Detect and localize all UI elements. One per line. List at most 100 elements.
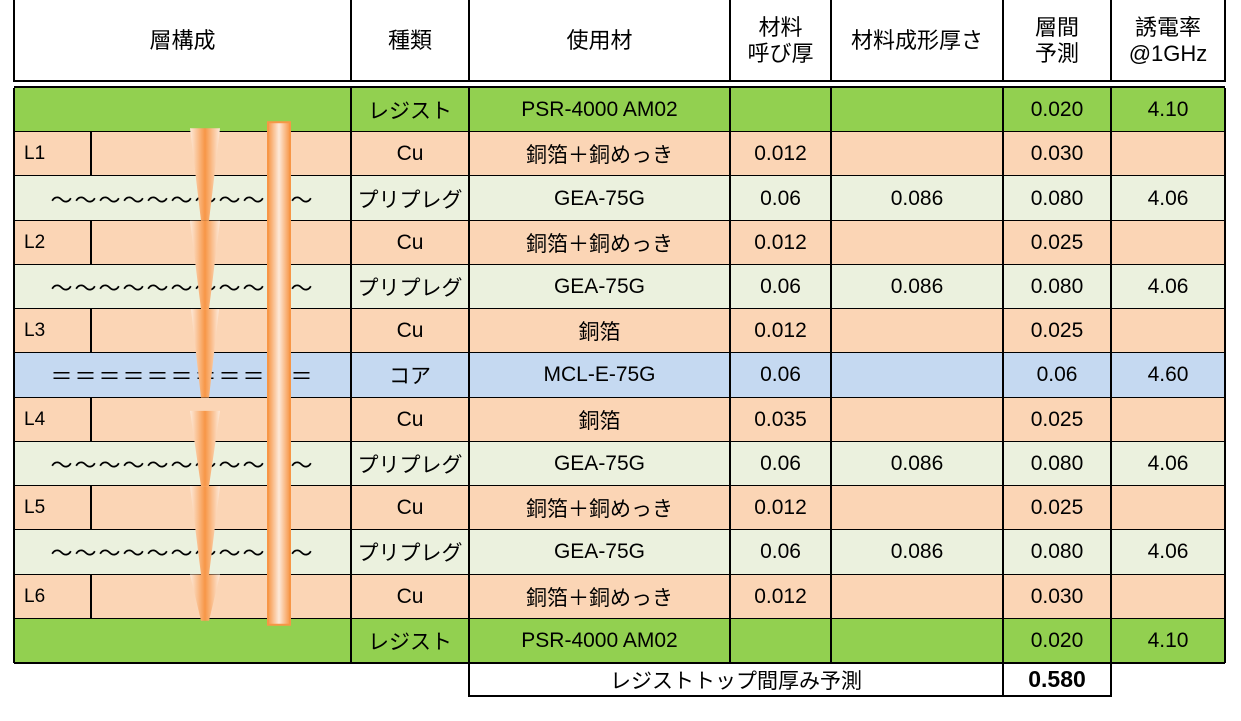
grid-line [1224, 176, 1226, 221]
cell-predict: 0.080 [1003, 176, 1111, 221]
cell-predict: 0.080 [1003, 530, 1111, 575]
grid-line [13, 176, 15, 221]
cell-material: 銅箔 [469, 397, 730, 442]
cell-predict: 0.025 [1003, 220, 1111, 265]
grid-line [350, 618, 352, 663]
cell-material: 銅箔＋銅めっき [469, 486, 730, 531]
cell-material: GEA-75G [469, 441, 730, 487]
cell-layer: L3 [14, 309, 351, 354]
cell-dk [1111, 220, 1225, 265]
cell-dk [1111, 132, 1225, 177]
cell-dk: 4.10 [1111, 618, 1225, 663]
grid-line [1002, 618, 1004, 663]
cell-formed [831, 618, 1003, 663]
cell-predict: 0.025 [1003, 309, 1111, 354]
cell-dk: 4.60 [1111, 353, 1225, 398]
grid-line [1002, 88, 1004, 133]
cell-layer: L4 [14, 397, 351, 442]
grid-line [1110, 397, 1112, 442]
grid-line [350, 220, 352, 265]
microvia-shape [190, 128, 220, 221]
grid-line [1110, 441, 1112, 487]
grid-line [1110, 176, 1112, 221]
grid-line [468, 486, 470, 531]
cell-dk: 4.10 [1111, 88, 1225, 133]
cell-formed: 0.086 [831, 530, 1003, 575]
cell-material: PSR-4000 AM02 [469, 618, 730, 663]
cell-material: GEA-75G [469, 176, 730, 221]
cell-predict: 0.020 [1003, 88, 1111, 133]
grid-line [830, 0, 832, 82]
cell-layer [14, 618, 351, 663]
header-dk-line: 誘電率 [1134, 15, 1201, 40]
grid-line [350, 309, 352, 354]
grid-line [468, 88, 470, 133]
grid-line [1224, 88, 1226, 133]
cell-formed [831, 88, 1003, 133]
grid-line [14, 86, 1225, 88]
grid-line [729, 0, 731, 82]
grid-line [1224, 264, 1226, 310]
grid-line [830, 88, 832, 133]
cell-type: プリプレグ [351, 530, 469, 575]
grid-line [1002, 309, 1004, 354]
grid-line [1110, 530, 1112, 575]
header-nominal-line: 材料 [758, 15, 803, 40]
grid-line [350, 0, 352, 82]
microvia-shape [190, 220, 220, 310]
grid-line [468, 441, 470, 487]
cell-type: Cu [351, 397, 469, 442]
cell-formed [831, 132, 1003, 177]
grid-line [468, 309, 470, 354]
grid-line [1224, 309, 1226, 354]
grid-line [469, 695, 1111, 697]
cell-formed [831, 486, 1003, 531]
cell-dk: 4.06 [1111, 176, 1225, 221]
grid-line [830, 574, 832, 619]
grid-line [1224, 353, 1226, 398]
cell-material: 銅箔＋銅めっき [469, 220, 730, 265]
microvia-shape [190, 574, 220, 621]
microvia-shape [190, 410, 220, 487]
grid-line [729, 264, 731, 310]
grid-line [1110, 264, 1112, 310]
grid-line [1224, 530, 1226, 575]
grid-line [1002, 574, 1004, 619]
grid-line [468, 0, 470, 82]
cell-nominal: 0.06 [730, 176, 831, 221]
microvia-shape [191, 309, 219, 398]
cell-layer: L6 [14, 574, 351, 619]
cell-predict: 0.025 [1003, 486, 1111, 531]
grid-line [14, 661, 1225, 664]
grid-line [350, 88, 352, 133]
grid-line [90, 397, 92, 442]
grid-line [13, 530, 15, 575]
cell-type: Cu [351, 309, 469, 354]
cell-predict: 0.020 [1003, 618, 1111, 663]
cell-type: Cu [351, 132, 469, 177]
cell-layer: L1 [14, 132, 351, 177]
grid-line [350, 264, 352, 310]
cell-dk: 4.06 [1111, 441, 1225, 487]
header-layer: 層構成 [149, 28, 216, 53]
cell-material: GEA-75G [469, 264, 730, 310]
grid-line [1110, 486, 1112, 531]
grid-line [13, 220, 15, 265]
cell-formed [831, 309, 1003, 354]
grid-line [1224, 618, 1226, 663]
grid-line [90, 132, 92, 177]
header-nominal-line: 呼び厚 [747, 41, 814, 66]
total-label: レジストトップ間厚み予測 [610, 669, 862, 693]
grid-line [468, 662, 470, 697]
cell-formed [831, 574, 1003, 619]
grid-line [1224, 574, 1226, 619]
grid-line [13, 574, 15, 619]
grid-line [1002, 176, 1004, 221]
cell-formed [831, 220, 1003, 265]
cell-material: 銅箔＋銅めっき [469, 132, 730, 177]
cell-nominal: 0.06 [730, 353, 831, 398]
cell-predict: 0.030 [1003, 132, 1111, 177]
cell-type: レジスト [351, 618, 469, 663]
grid-line [729, 397, 731, 442]
